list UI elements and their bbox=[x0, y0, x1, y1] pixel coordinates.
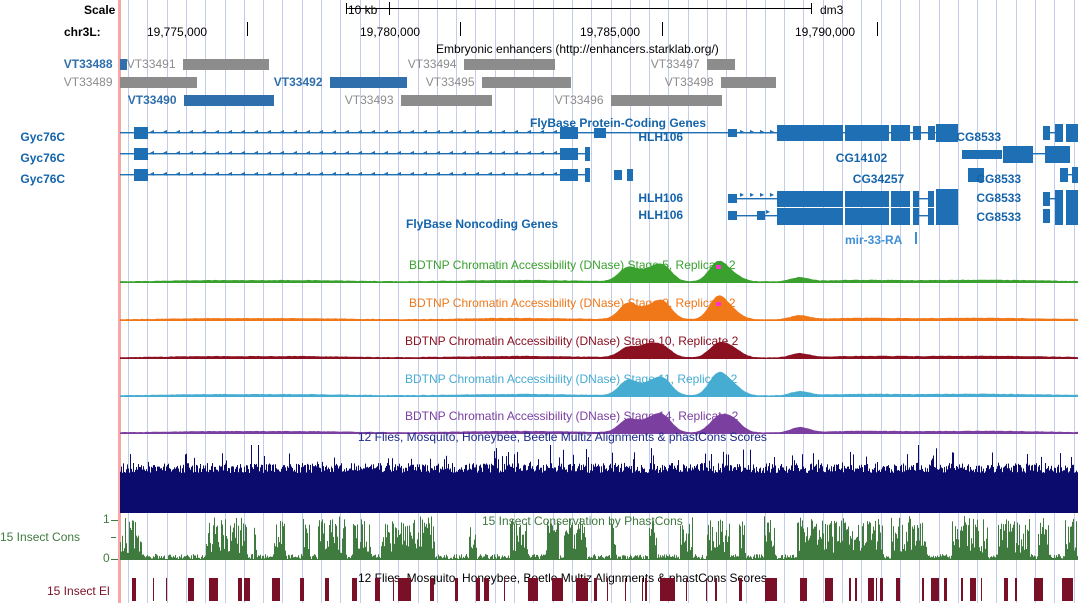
dnase-signal bbox=[120, 371, 1078, 396]
enhancer-block[interactable] bbox=[183, 59, 269, 70]
enhancer-label: VT33489 bbox=[63, 75, 113, 89]
gene-label[interactable]: CG8533 bbox=[976, 210, 1022, 224]
track-title-multiz: 12 Flies, Mosquito, Honeybee, Beetle Mul… bbox=[358, 430, 767, 444]
phastcons-histogram bbox=[120, 516, 1078, 560]
dnase-signal bbox=[120, 260, 1078, 282]
dnase-peak-marker bbox=[716, 265, 721, 269]
enhancer-block[interactable] bbox=[707, 59, 735, 70]
enhancer-block[interactable] bbox=[611, 95, 722, 106]
coordinate-tick-2: 19,785,000 bbox=[580, 25, 641, 39]
enhancer-label: VT33491 bbox=[126, 57, 176, 71]
coordinate-tick-3: 19,790,000 bbox=[795, 25, 856, 39]
gene-label[interactable]: CG34257 bbox=[852, 172, 905, 186]
coordinate-tick-mark-1 bbox=[460, 22, 461, 36]
dnase-peak-marker bbox=[716, 302, 721, 306]
phastcons-tick-mid bbox=[111, 537, 116, 538]
scale-span-tick bbox=[389, 2, 390, 15]
coordinate-tick-0: 19,775,000 bbox=[147, 25, 208, 39]
insert-marker-line bbox=[118, 0, 121, 603]
enhancer-block[interactable] bbox=[401, 95, 492, 106]
gene-strand-arrow-row: ▸ ▸ ▸ ▸ bbox=[740, 127, 775, 136]
gene-label[interactable]: HLH106 bbox=[638, 191, 684, 205]
elements-left-label: 15 Insect El bbox=[47, 584, 110, 598]
gene-label[interactable]: Gyc76C bbox=[20, 151, 66, 165]
gene-label[interactable]: CG14102 bbox=[835, 151, 888, 165]
enhancer-label: VT33493 bbox=[344, 93, 394, 107]
assembly-label: dm3 bbox=[820, 3, 844, 17]
phastcons-left-label: 15 Insect Cons bbox=[0, 530, 81, 544]
gene-label[interactable]: Gyc76C bbox=[20, 172, 66, 186]
gene-label[interactable]: CG8533 bbox=[976, 191, 1022, 205]
dnase-baseline bbox=[120, 358, 1078, 359]
enhancer-label: VT33488 bbox=[63, 57, 113, 71]
enhancer-block[interactable] bbox=[464, 59, 555, 70]
enhancer-label: VT33490 bbox=[127, 93, 177, 107]
gene-label[interactable]: CG8533 bbox=[956, 130, 1002, 144]
scale-label: Scale bbox=[84, 3, 116, 17]
phastcons-tick-max bbox=[111, 520, 118, 521]
dnase-baseline bbox=[120, 282, 1078, 283]
enhancer-label: VT33498 bbox=[664, 75, 714, 89]
enhancer-label: VT33496 bbox=[554, 93, 604, 107]
gene-label[interactable]: HLH106 bbox=[638, 208, 684, 222]
coding-genes-diagram bbox=[120, 124, 1078, 225]
dnase-baseline bbox=[120, 320, 1078, 321]
noncoding-gene-feature bbox=[915, 232, 917, 244]
coordinate-tick-mark-0 bbox=[247, 22, 248, 36]
enhancer-block[interactable] bbox=[184, 95, 274, 106]
track-title-enhancers: Embryonic enhancers (http://enhancers.st… bbox=[436, 42, 719, 56]
enhancer-block[interactable] bbox=[120, 59, 127, 70]
gene-strand-arrow-row: ◂ ◂ ◂ ◂ ◂ ◂ ◂ ◂ ◂ ◂ ◂ ◂ ◂ ◂ ◂ ◂ ◂ ◂ ◂ ◂ ◂ ◂ ◂ ◂ ◂ ◂ ◂ ◂ ◂ ◂ ◂ ◂ bbox=[150, 169, 558, 178]
enhancer-label: VT33497 bbox=[650, 57, 700, 71]
enhancer-block[interactable] bbox=[482, 77, 571, 88]
gene-strand-arrow-row: ◂ ◂ ◂ ◂ ◂ ◂ ◂ ◂ ◂ ◂ ◂ ◂ ◂ ◂ ◂ ◂ ◂ ◂ ◂ ◂ ◂ ◂ ◂ ◂ ◂ ◂ ◂ ◂ ◂ ◂ ◂ ◂ bbox=[150, 148, 558, 157]
track-title-phastcons: 15 Insect Conservation by PhastCons bbox=[482, 514, 683, 528]
gene-strand-arrow-row: ▸ ▸ ▸ ▸ bbox=[740, 190, 775, 199]
scale-span-label: 10 kb bbox=[348, 3, 378, 17]
gene-label[interactable]: CG8533 bbox=[976, 172, 1022, 186]
chromosome-label: chr3L: bbox=[64, 25, 101, 39]
coordinate-tick-mark-3 bbox=[877, 22, 878, 36]
noncoding-gene-mir-33: mir-33-RA bbox=[845, 233, 903, 247]
multiz-phastcons-histogram bbox=[120, 445, 1078, 513]
gene-strand-arrow-row: ▸ bbox=[766, 207, 771, 216]
enhancer-block[interactable] bbox=[120, 77, 197, 88]
gene-strand-arrow-row: ◂ ◂ ◂ ◂ ◂ ◂ ◂ ◂ ◂ ◂ ◂ ◂ ◂ ◂ ◂ ◂ ◂ ◂ ◂ ◂ ◂ ◂ ◂ ◂ ◂ ◂ ◂ ◂ ◂ ◂ ◂ ◂ bbox=[150, 127, 558, 136]
enhancer-block[interactable] bbox=[721, 77, 776, 88]
enhancer-label: VT33495 bbox=[425, 75, 475, 89]
enhancer-label: VT33494 bbox=[407, 57, 457, 71]
dnase-signal bbox=[120, 341, 1078, 358]
insect-elements-blocks bbox=[132, 578, 1073, 601]
phastcons-axis-min: 0 bbox=[103, 551, 110, 565]
phastcons-axis-max: 1 bbox=[103, 512, 110, 526]
dnase-baseline bbox=[120, 433, 1078, 434]
gene-label[interactable]: HLH106 bbox=[638, 130, 684, 144]
coordinate-tick-mark-2 bbox=[662, 22, 663, 36]
track-title-noncoding-genes: FlyBase Noncoding Genes bbox=[406, 217, 559, 231]
track-title-coding-genes: FlyBase Protein-Coding Genes bbox=[530, 116, 707, 130]
gene-label[interactable]: Gyc76C bbox=[20, 130, 66, 144]
scale-tick-right bbox=[811, 3, 812, 14]
dnase-baseline bbox=[120, 396, 1078, 397]
enhancer-block[interactable] bbox=[330, 77, 407, 88]
phastcons-tick-min bbox=[111, 559, 118, 560]
dnase-signal bbox=[120, 295, 1078, 320]
scale-bar bbox=[346, 8, 812, 9]
enhancer-label: VT33492 bbox=[273, 75, 323, 89]
scale-tick-left bbox=[346, 3, 347, 14]
coordinate-tick-1: 19,780,000 bbox=[360, 25, 421, 39]
